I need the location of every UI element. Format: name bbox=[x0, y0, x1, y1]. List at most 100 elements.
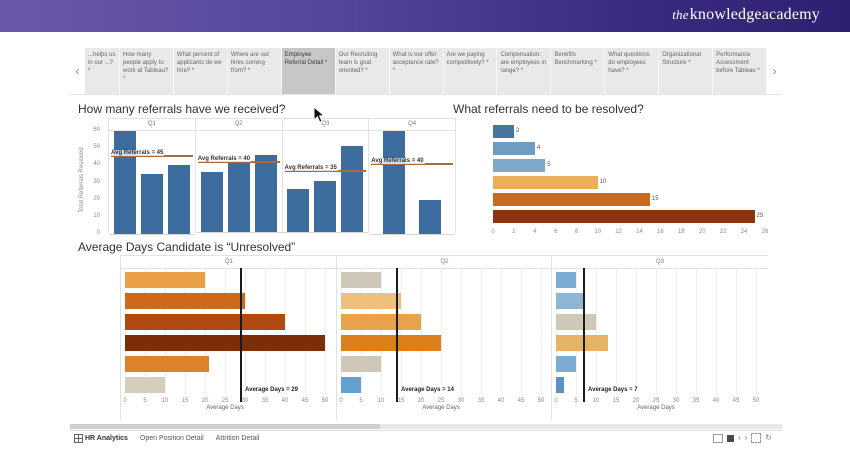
horizontal-scrollbar[interactable] bbox=[70, 424, 782, 429]
x-axis-tick: 0 bbox=[491, 229, 495, 235]
bar[interactable] bbox=[556, 313, 596, 330]
x-axis-tick: 10 bbox=[377, 398, 385, 404]
quarter-header: Q2 bbox=[337, 255, 552, 269]
bar[interactable] bbox=[493, 158, 546, 172]
referrals-resolve-x-axis: 0 2 4 6 8 10 12 14 16 18 20 22 24 26 bbox=[491, 229, 783, 237]
bar[interactable] bbox=[556, 376, 564, 393]
bar-row bbox=[552, 290, 768, 311]
window-icon[interactable] bbox=[712, 433, 723, 443]
dashboard-tab-2[interactable]: How many people apply to work at Tableau… bbox=[120, 48, 174, 94]
bar-row bbox=[337, 374, 552, 395]
bar[interactable] bbox=[125, 271, 205, 288]
x-axis-label: Average Days bbox=[422, 405, 460, 411]
dashboard-tab-3[interactable]: What percent of applicants do we hire? * bbox=[173, 48, 228, 94]
bar[interactable] bbox=[493, 124, 514, 138]
dashboard-tab-7[interactable]: What is our offer acceptance rate? * bbox=[389, 48, 444, 94]
dashboard-tab-8[interactable]: Are we paying competitively? * bbox=[443, 48, 498, 94]
x-axis-tick: 6 bbox=[554, 229, 558, 235]
gridline bbox=[245, 269, 246, 395]
bar[interactable] bbox=[254, 154, 277, 232]
bar[interactable] bbox=[493, 175, 598, 189]
bar[interactable] bbox=[140, 173, 163, 234]
dashboard-tab-6[interactable]: Our Recruiting team is goal oriented? * bbox=[335, 48, 390, 94]
x-axis-tick: 10 bbox=[161, 398, 169, 404]
dashboard-tab-12[interactable]: Organizational Structure * bbox=[659, 48, 714, 94]
bar[interactable] bbox=[341, 355, 381, 372]
x-axis-tick: 4 bbox=[533, 229, 537, 235]
bar[interactable] bbox=[125, 313, 285, 330]
bar[interactable] bbox=[341, 146, 364, 232]
x-axis-tick: 0 bbox=[339, 398, 343, 404]
bar[interactable] bbox=[113, 131, 136, 234]
dashboard-tab-11[interactable]: What questions do employees have? * bbox=[605, 48, 660, 94]
x-axis: 0 5 10 15 20 25 30 35 40 45 50 bbox=[121, 398, 337, 405]
bar[interactable] bbox=[556, 334, 608, 351]
sheet-tab-label: HR Analytics bbox=[85, 434, 128, 442]
referrals-received-y-axis: 60 50 40 30 20 10 0 bbox=[86, 127, 102, 236]
x-axis-tick: 18 bbox=[677, 229, 685, 235]
reference-line bbox=[111, 154, 193, 157]
tabs-scroll-left-icon[interactable]: ‹ bbox=[70, 48, 85, 94]
bar[interactable] bbox=[200, 171, 223, 232]
dashboard-tab-9[interactable]: Compensation: are employees in range? * bbox=[497, 48, 552, 94]
bar[interactable] bbox=[419, 199, 442, 234]
bar[interactable] bbox=[125, 376, 165, 393]
bar[interactable] bbox=[167, 165, 190, 234]
dashboard-tab-4[interactable]: Where are our hires coming from? * bbox=[227, 48, 282, 94]
bar-value-label: 4 bbox=[536, 145, 541, 151]
logo-text: knowledgeacademy bbox=[689, 6, 820, 23]
bar[interactable] bbox=[227, 163, 250, 232]
gridline bbox=[596, 269, 597, 395]
stop-icon[interactable] bbox=[726, 434, 734, 442]
bar[interactable] bbox=[383, 131, 406, 234]
x-axis-tick: 40 bbox=[497, 398, 505, 404]
x-axis-tick: 10 bbox=[592, 398, 600, 404]
y-axis-tick: 40 bbox=[93, 161, 100, 168]
bar[interactable] bbox=[493, 209, 755, 223]
sheet-tab-hr-analytics[interactable]: HR Analytics bbox=[74, 433, 128, 443]
x-axis-tick: 20 bbox=[417, 398, 425, 404]
bar[interactable] bbox=[341, 376, 361, 393]
dashboard-tab-5[interactable]: Employee Referral Detail * bbox=[281, 48, 336, 94]
next-icon[interactable]: › bbox=[744, 433, 748, 442]
dashboard-tab-13[interactable]: Performance Assessment before Tableau * bbox=[713, 48, 767, 94]
refresh-icon[interactable]: ↻ bbox=[765, 433, 772, 442]
tableau-dashboard: ‹ ...helps us in our ...? * How many peop… bbox=[70, 46, 783, 445]
bar[interactable] bbox=[125, 334, 325, 351]
fullscreen-icon[interactable] bbox=[751, 433, 762, 443]
sheet-tab-open-position-detail[interactable]: Open Position Detail bbox=[140, 435, 204, 442]
bar[interactable] bbox=[493, 141, 535, 155]
bar-row: 25 bbox=[493, 209, 773, 223]
bar[interactable] bbox=[493, 192, 650, 206]
quarter-header: Q4 bbox=[369, 118, 455, 131]
tabs-scroll-right-icon[interactable]: › bbox=[767, 48, 782, 94]
bar-row bbox=[121, 353, 337, 374]
quarter-header: Q1 bbox=[121, 255, 337, 269]
bar[interactable] bbox=[341, 292, 401, 309]
x-axis-tick: 45 bbox=[517, 398, 525, 404]
x-axis-label: Average Days bbox=[206, 405, 244, 411]
dashboard-tab-1[interactable]: ...helps us in our ...? * bbox=[85, 48, 120, 94]
bar[interactable] bbox=[556, 292, 584, 309]
sheet-tab-attrition-detail[interactable]: Attrition Detail bbox=[216, 435, 260, 442]
bar[interactable] bbox=[287, 189, 310, 232]
bar[interactable] bbox=[341, 313, 421, 330]
horizontal-scrollbar-thumb[interactable] bbox=[70, 424, 380, 429]
bar[interactable] bbox=[556, 271, 576, 288]
x-axis-tick: 20 bbox=[201, 398, 209, 404]
bar[interactable] bbox=[341, 271, 381, 288]
x-axis-tick: 35 bbox=[692, 398, 700, 404]
bar[interactable] bbox=[314, 180, 337, 232]
quarter-header: Q1 bbox=[109, 118, 195, 131]
y-axis-tick: 10 bbox=[93, 212, 100, 219]
bar-value-label: 5 bbox=[547, 162, 551, 168]
gridline bbox=[285, 269, 286, 395]
dashboard-tab-10[interactable]: Benefits Benchmarking * bbox=[551, 48, 606, 94]
prev-icon[interactable]: ‹ bbox=[737, 433, 741, 442]
bar[interactable] bbox=[556, 355, 576, 372]
bar[interactable] bbox=[341, 334, 441, 351]
bar[interactable] bbox=[125, 292, 245, 309]
bar[interactable] bbox=[125, 355, 209, 372]
x-axis-tick: 25 bbox=[437, 398, 445, 404]
x-axis: 0 5 10 15 20 25 30 35 40 45 50 bbox=[552, 398, 768, 405]
